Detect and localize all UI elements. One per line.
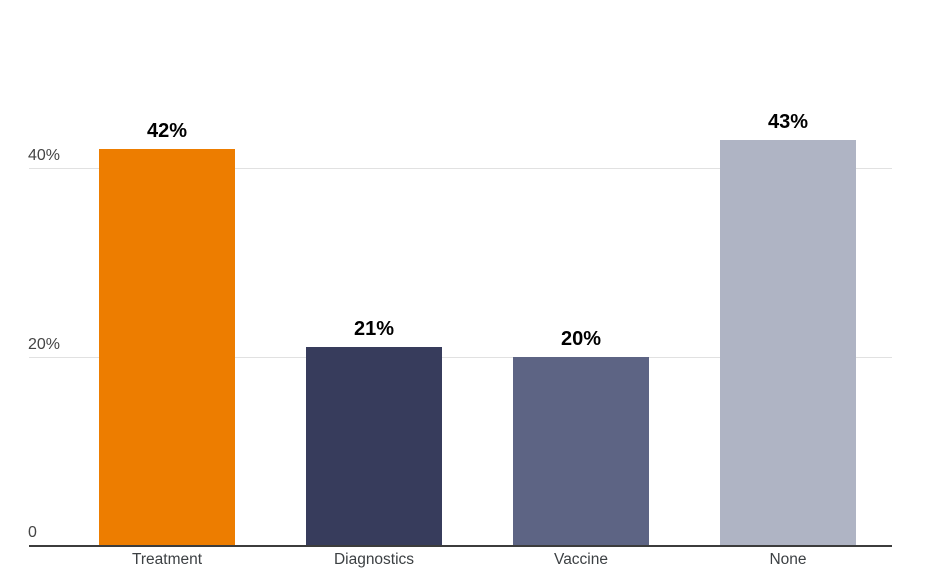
x-axis-label-diagnostics: Diagnostics (333, 551, 415, 568)
value-label-diagnostics: 21% (353, 318, 395, 341)
y-axis-tick-label: 40% (28, 147, 61, 165)
bar-diagnostics (306, 347, 442, 545)
gridline-40pct (29, 168, 892, 170)
value-label-treatment: 42% (146, 120, 188, 143)
bar-vaccine (513, 356, 649, 545)
gridline-20pct (29, 356, 892, 358)
x-axis-line (29, 545, 892, 547)
x-axis-label-vaccine: Vaccine (554, 551, 608, 568)
value-label-vaccine: 20% (560, 327, 602, 350)
value-label-none: 43% (767, 110, 809, 133)
bar-none (720, 139, 856, 545)
x-axis-label-treatment: Treatment (131, 551, 203, 568)
y-axis-tick-label: 0 (28, 524, 37, 541)
x-axis-label-none: None (769, 551, 807, 568)
bar-treatment (99, 149, 235, 545)
y-axis-tick-label: 20% (28, 335, 61, 353)
